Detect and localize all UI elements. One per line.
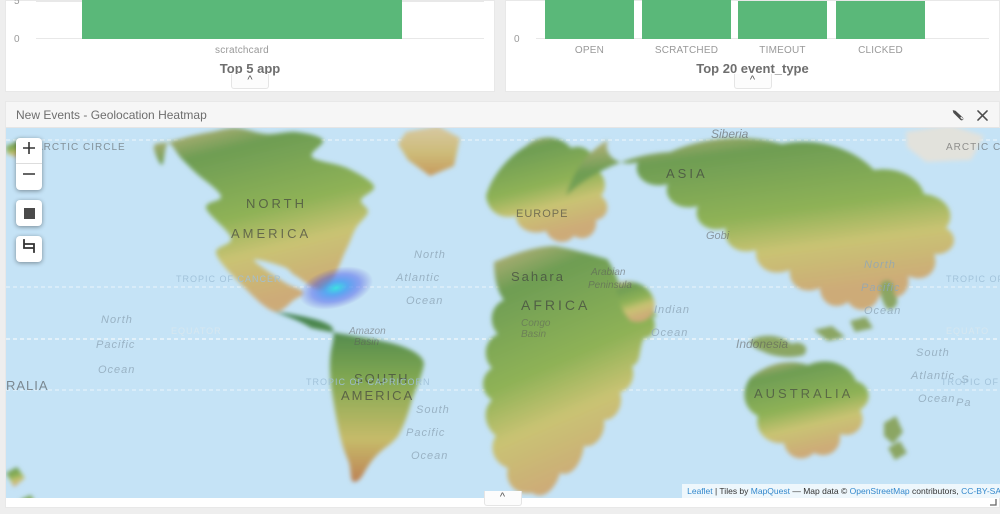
svg-text:Amazon: Amazon <box>348 326 386 337</box>
svg-text:Pa: Pa <box>956 397 971 409</box>
svg-text:Congo: Congo <box>521 318 551 329</box>
svg-text:Ocean: Ocean <box>406 295 443 307</box>
svg-text:Sahara: Sahara <box>511 269 565 284</box>
svg-text:North: North <box>864 259 896 271</box>
svg-text:TROPIC OF CAPRICORN: TROPIC OF CAPRICORN <box>306 377 431 387</box>
svg-text:ARCTIC CIRCLE: ARCTIC CIRCLE <box>36 142 126 153</box>
svg-text:ASIA: ASIA <box>666 166 708 181</box>
svg-text:AMERICA: AMERICA <box>231 226 311 241</box>
svg-text:Ocean: Ocean <box>918 393 955 405</box>
svg-text:Siberia: Siberia <box>711 128 749 141</box>
svg-text:AFRICA: AFRICA <box>521 297 590 313</box>
svg-text:EUROPE: EUROPE <box>516 208 568 220</box>
svg-text:ARCTIC CIR: ARCTIC CIR <box>946 142 1000 153</box>
svg-text:Indian: Indian <box>654 304 690 316</box>
svg-text:EQUATO: EQUATO <box>946 326 989 336</box>
svg-text:Pacific: Pacific <box>96 339 135 351</box>
svg-text:North: North <box>101 314 133 326</box>
svg-text:Pacific: Pacific <box>406 427 445 439</box>
svg-text:South: South <box>416 404 450 416</box>
svg-text:Gobi: Gobi <box>706 230 730 242</box>
svg-text:Arabian: Arabian <box>590 267 626 278</box>
svg-text:EQUATOR: EQUATOR <box>171 326 222 336</box>
svg-text:Basin: Basin <box>521 329 546 340</box>
svg-text:Ocean: Ocean <box>864 305 901 317</box>
svg-text:Indonesia: Indonesia <box>736 337 788 351</box>
svg-text:Ocean: Ocean <box>411 450 448 462</box>
svg-text:Peninsula: Peninsula <box>588 280 632 291</box>
svg-text:AUSTRALIA: AUSTRALIA <box>754 386 853 401</box>
svg-text:Atlantic: Atlantic <box>395 272 440 284</box>
svg-text:RALIA: RALIA <box>6 378 49 393</box>
svg-text:Pacific: Pacific <box>861 282 900 294</box>
svg-text:NORTH: NORTH <box>246 196 307 211</box>
svg-text:AMERICA: AMERICA <box>341 388 414 403</box>
svg-text:TROPIC OF CA: TROPIC OF CA <box>941 377 1000 387</box>
svg-text:North: North <box>414 249 446 261</box>
svg-text:Basin: Basin <box>354 337 379 348</box>
svg-text:Ocean: Ocean <box>651 327 688 339</box>
svg-text:South: South <box>916 347 950 359</box>
svg-text:Ocean: Ocean <box>98 364 135 376</box>
svg-text:TROPIC OF C: TROPIC OF C <box>946 274 1000 284</box>
svg-text:TROPIC OF CANCER: TROPIC OF CANCER <box>176 274 282 284</box>
